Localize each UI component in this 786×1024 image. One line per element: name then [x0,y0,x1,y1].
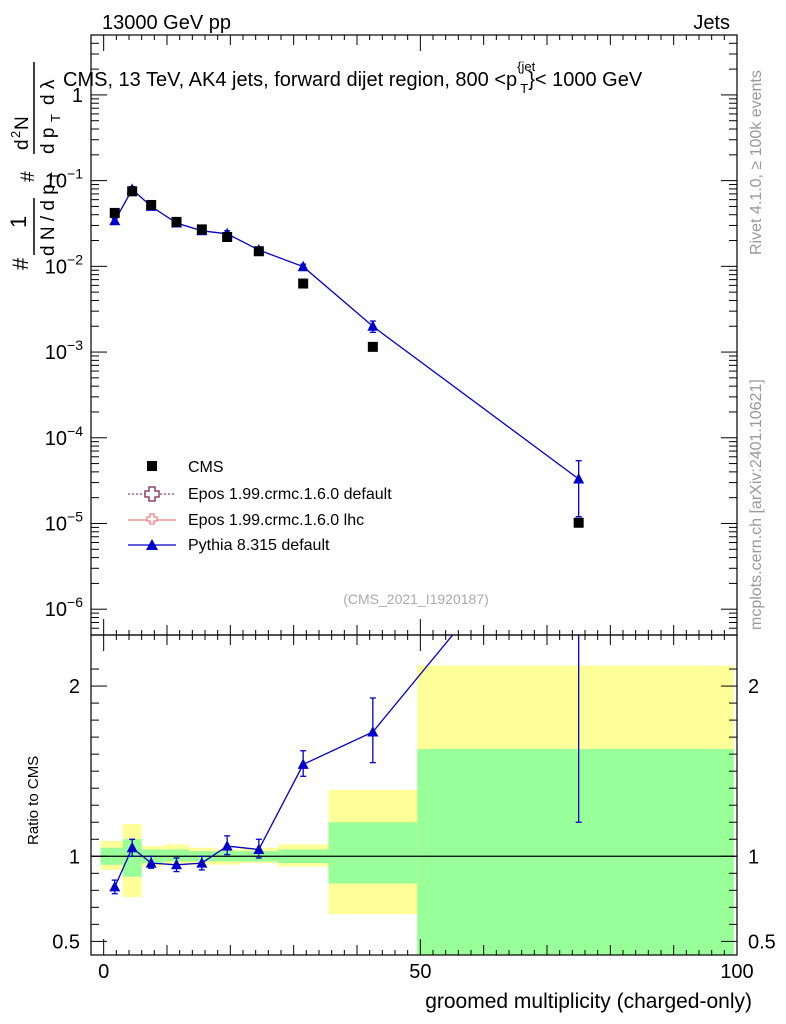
cms-point [146,199,157,210]
ratio-panel: 0.5 0.5 1 1 2 2 0 50 100 Ratio to CMS groomed m… [25,634,776,1013]
x-tick-labels: 0 50 100 [98,961,754,983]
svg-text:1: 1 [6,216,31,228]
ratio-bands [100,665,734,955]
ratio-y-tick-label-right: 1 [748,846,759,868]
main-y-tick-labels: 1 10−1 10−2 10−3 10−4 10−5 10−6 [45,85,83,621]
cms-point [367,341,378,352]
ratio-pythia-point [253,843,265,854]
cms-point [573,517,584,528]
main-y-axis-label: # 1 d N / d p T # d2N d p Td λ [6,62,63,270]
main-y-tick-label: 10−4 [45,423,83,450]
svg-text:N: N [12,116,33,130]
ratio-y-tick-label-right: 2 [748,676,759,698]
legend: CMS Epos 1.99.crmc.1.6.0 default Epos 1.… [128,459,392,554]
svg-text:T: T [48,172,63,180]
ratio-pythia-line [114,635,454,888]
main-y-tick-label: 10−2 [45,251,83,278]
ratio-pythia-point [126,841,138,853]
ratio-frame [90,634,738,956]
ratio-band-inner [122,839,142,877]
ratio-pythia-point [109,880,121,892]
rivet-label: Rivet 4.1.0, ≥ 100k events [748,70,765,255]
pythia-line [114,188,580,480]
ratio-band-inner [328,822,418,884]
main-y-tick-label: 10−6 [45,594,83,621]
pythia-point [573,473,585,484]
mcplots-label: mcplots.cern.ch [arXiv:2401.10621] [748,379,765,630]
ratio-plot-area [91,635,737,955]
header-left: 13000 GeV pp [102,12,231,34]
cms-point [298,278,309,289]
svg-text:2: 2 [8,131,23,138]
svg-text:d: d [12,139,33,150]
ratio-pythia-point [145,857,157,868]
ratio-pythia-point [171,858,182,870]
legend-label-epos-default: Epos 1.99.crmc.1.6.0 default [188,486,392,503]
legend-entry-epos-lhc: Epos 1.99.crmc.1.6.0 lhc [128,512,364,529]
ratio-y-tick-label: 0.5 [52,931,80,953]
ratio-pythia-point [196,857,208,868]
cms-point [171,216,182,227]
cms-point [109,207,120,218]
ratio-band-inner [417,749,734,955]
cms-point [253,246,264,257]
x-tick-label: 50 [409,961,431,983]
ratio-pythia-point [367,726,379,737]
legend-label-cms: CMS [188,459,224,476]
pythia-point [297,260,309,272]
main-y-tick-label: 10−1 [45,166,83,193]
legend-entry-cms: CMS [147,459,224,476]
main-y-tick-label: 1 [72,85,83,107]
legend-marker-pythia [146,539,158,550]
ratio-y-tick-label-right: 0.5 [748,931,776,953]
watermark: (CMS_2021_I1920187) [343,591,489,607]
main-plot-area [109,183,585,528]
header-right: Jets [693,12,730,34]
ratio-y-tick-labels: 0.5 0.5 1 1 2 2 [52,676,776,953]
legend-label-pythia: Pythia 8.315 default [188,537,330,554]
title-prefix: CMS, 13 TeV, AK4 jets, forward dijet reg… [63,69,517,91]
svg-text:d N / d p: d N / d p [38,184,59,256]
legend-marker-epos-lhc [146,513,158,525]
ratio-ticks [91,635,738,955]
legend-entry-epos-default: Epos 1.99.crmc.1.6.0 default [128,486,392,503]
svg-text:d λ: d λ [38,79,59,105]
legend-marker-epos-default [144,486,160,502]
chart-title: CMS, 13 TeV, AK4 jets, forward dijet reg… [63,59,643,96]
title-sub: T [520,81,528,96]
cms-point [222,231,233,242]
ratio-band-inner [163,849,190,862]
legend-label-epos-lhc: Epos 1.99.crmc.1.6.0 lhc [188,512,364,529]
x-axis-label: groomed multiplicity (charged-only) [425,990,752,1013]
ratio-data [109,635,582,895]
title-suffix: }< 1000 GeV [528,69,643,91]
ratio-y-tick-label: 2 [69,676,80,698]
legend-marker-cms [147,461,157,471]
pythia-point [109,214,121,226]
main-panel: 1 10−1 10−2 10−3 10−4 10−5 10−6 CMS, 13 TeV, A… [6,34,738,636]
legend-entry-pythia: Pythia 8.315 default [128,537,330,554]
ratio-pythia-point [297,758,309,769]
svg-text:#: # [18,171,39,182]
main-ticks [91,34,738,636]
svg-text:d p: d p [38,128,59,154]
pythia-point [367,320,379,331]
svg-text:T: T [48,114,63,122]
ratio-y-label: Ratio to CMS [25,756,42,845]
main-y-tick-label: 10−5 [45,508,83,535]
main-y-tick-label: 10−3 [45,337,83,364]
x-tick-label: 100 [720,961,753,983]
ratio-pythia-point [221,840,233,851]
svg-text:#: # [8,257,33,270]
cms-point [196,224,207,235]
ratio-y-tick-label: 1 [69,846,80,868]
main-data [109,183,585,528]
title-sup: {jet [517,59,535,74]
cms-point [127,186,138,197]
x-tick-label: 0 [98,961,109,983]
